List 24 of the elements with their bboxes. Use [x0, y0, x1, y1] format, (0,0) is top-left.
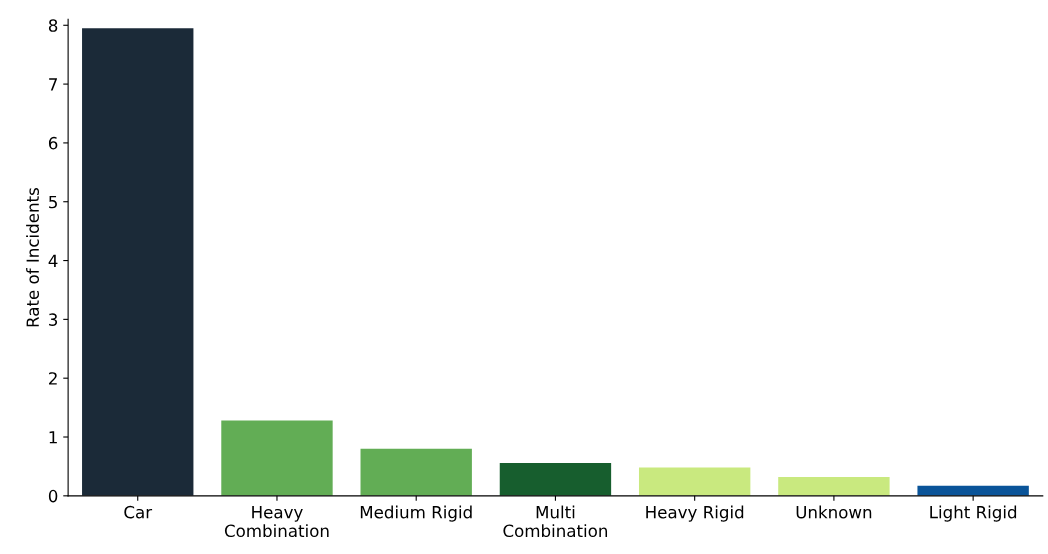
bar	[638, 467, 751, 496]
x-tick-label: Car	[124, 505, 153, 519]
bar	[499, 462, 612, 496]
x-tick-label: Multi Combination	[503, 505, 608, 538]
bar	[778, 477, 890, 496]
bar	[917, 485, 1029, 496]
y-tick-label: 4	[48, 254, 58, 267]
bar	[360, 448, 472, 496]
y-tick-label: 0	[48, 489, 58, 503]
x-tick-label: Heavy Rigid	[646, 505, 744, 522]
y-tick-label: 8	[48, 19, 58, 32]
bar	[221, 420, 333, 496]
y-tick-label: 3	[49, 313, 58, 326]
x-tick-label: Medium Rigid	[360, 505, 472, 522]
y-tick-label: 5	[49, 195, 57, 209]
x-tick-label: Unknown	[796, 505, 872, 519]
y-tick-label: 6	[48, 136, 58, 150]
x-tick-label: Light Rigid	[930, 505, 1017, 522]
y-tick-label: 7	[49, 78, 57, 91]
x-tick-label: Heavy Combination	[224, 506, 329, 538]
y-axis-title: Rate of Incidents	[26, 188, 40, 327]
y-tick-label: 1	[49, 431, 57, 444]
y-tick-label: 2	[49, 372, 57, 385]
bar	[82, 28, 194, 496]
